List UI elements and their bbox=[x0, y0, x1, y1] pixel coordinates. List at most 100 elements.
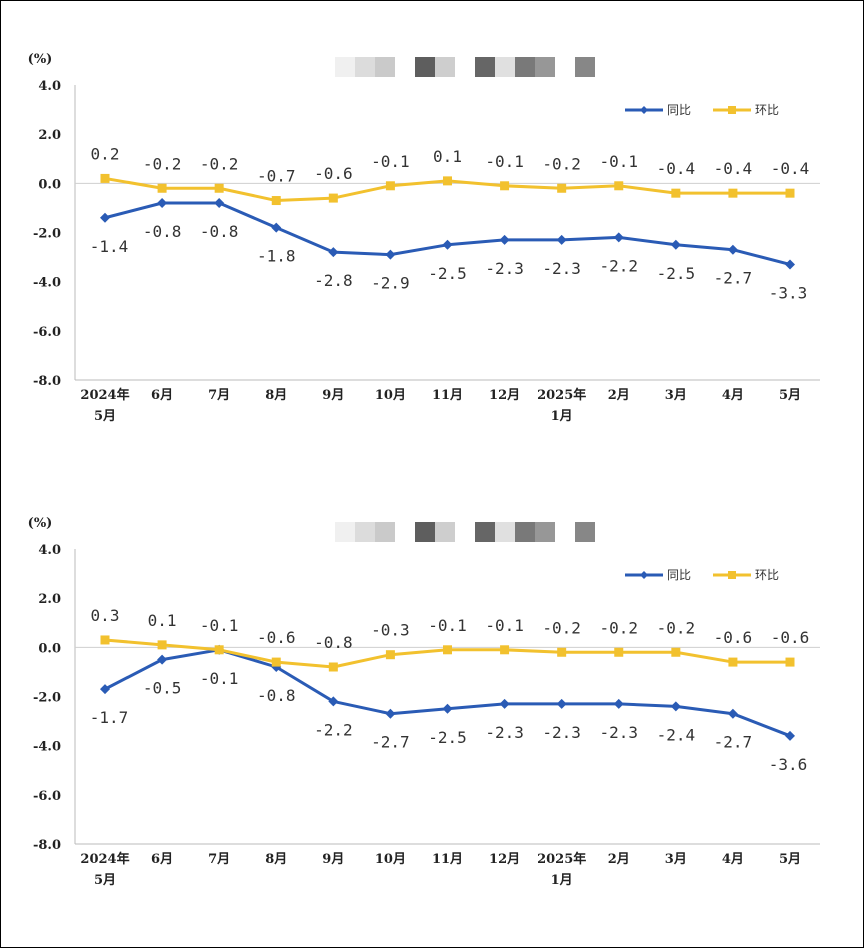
data-label-同比: -2.5 bbox=[428, 264, 467, 283]
data-point-环比 bbox=[557, 647, 567, 657]
data-point-环比 bbox=[328, 662, 338, 672]
legend-marker-同比 bbox=[640, 106, 648, 114]
y-tick-label: 0.0 bbox=[38, 641, 61, 656]
obscured-title-block bbox=[495, 522, 515, 542]
y-tick-label: 0.0 bbox=[38, 177, 61, 192]
data-label-同比: -3.6 bbox=[769, 755, 808, 774]
data-label-同比: -0.5 bbox=[143, 679, 182, 698]
data-point-环比 bbox=[100, 635, 110, 645]
x-tick-label: 6月 bbox=[151, 388, 173, 403]
data-label-环比: -0.1 bbox=[428, 616, 467, 635]
legend-marker-环比 bbox=[728, 571, 736, 579]
x-tick-label: 2月 bbox=[608, 388, 630, 403]
data-point-环比 bbox=[614, 647, 624, 657]
x-tick-label-line: 7月 bbox=[208, 388, 230, 403]
x-tick-label-line: 4月 bbox=[722, 852, 744, 867]
data-label-环比: -0.2 bbox=[599, 618, 638, 637]
x-tick-label: 10月 bbox=[375, 388, 406, 403]
x-tick-label-line: 12月 bbox=[489, 388, 520, 403]
data-point-同比 bbox=[100, 212, 110, 223]
data-point-环比 bbox=[385, 181, 395, 191]
x-tick-label-line: 8月 bbox=[265, 852, 287, 867]
x-tick-label-line: 1月 bbox=[551, 873, 573, 888]
data-label-环比: -0.1 bbox=[485, 152, 524, 171]
obscured-title-block bbox=[435, 522, 455, 542]
series-line-同比 bbox=[104, 648, 791, 738]
data-label-环比: -0.6 bbox=[314, 164, 353, 183]
obscured-title-block bbox=[355, 522, 375, 542]
obscured-title-block bbox=[515, 522, 535, 542]
obscured-title-block bbox=[415, 57, 435, 77]
y-tick-label: 4.0 bbox=[38, 79, 61, 94]
data-point-同比 bbox=[385, 249, 396, 260]
x-tick-label: 3月 bbox=[665, 852, 687, 867]
y-tick-label: -8.0 bbox=[33, 838, 61, 853]
obscured-title-block bbox=[515, 57, 535, 77]
data-point-环比 bbox=[157, 183, 167, 193]
data-label-环比: 0.1 bbox=[433, 147, 462, 166]
data-label-环比: -0.6 bbox=[714, 628, 753, 647]
data-point-环比 bbox=[271, 196, 281, 206]
x-tick-label-line: 10月 bbox=[375, 852, 406, 867]
y-tick-label: -2.0 bbox=[33, 691, 61, 706]
x-tick-label: 8月 bbox=[265, 388, 287, 403]
data-label-同比: -2.4 bbox=[657, 725, 696, 744]
data-label-环比: -0.8 bbox=[314, 633, 353, 652]
legend-label-环比: 环比 bbox=[755, 103, 779, 117]
x-tick-label: 3月 bbox=[665, 388, 687, 403]
obscured-title bbox=[335, 522, 595, 542]
data-label-同比: -0.8 bbox=[143, 222, 182, 241]
data-point-同比 bbox=[157, 654, 168, 665]
data-label-环比: -0.2 bbox=[657, 618, 696, 637]
data-label-同比: -2.7 bbox=[714, 269, 753, 288]
x-tick-label: 12月 bbox=[489, 388, 520, 403]
data-label-同比: -2.2 bbox=[314, 720, 353, 739]
x-tick-label-line: 5月 bbox=[779, 852, 801, 867]
data-point-同比 bbox=[499, 234, 510, 245]
data-label-同比: -2.7 bbox=[371, 733, 410, 752]
obscured-title-block bbox=[395, 522, 415, 542]
data-label-环比: -0.1 bbox=[485, 616, 524, 635]
x-tick-label-line: 4月 bbox=[722, 388, 744, 403]
y-tick-label: -4.0 bbox=[33, 276, 61, 291]
data-point-同比 bbox=[214, 198, 225, 208]
y-tick-label: -6.0 bbox=[33, 789, 61, 804]
x-tick-label: 4月 bbox=[722, 388, 744, 403]
x-tick-label-line: 5月 bbox=[94, 409, 116, 424]
data-point-同比 bbox=[556, 698, 567, 709]
obscured-title-block bbox=[455, 522, 475, 542]
y-tick-label: -6.0 bbox=[33, 325, 61, 340]
x-tick-label: 7月 bbox=[208, 852, 230, 867]
data-label-同比: -2.8 bbox=[314, 271, 353, 290]
data-point-同比 bbox=[727, 244, 738, 255]
data-point-同比 bbox=[100, 684, 110, 695]
data-point-环比 bbox=[443, 176, 452, 186]
x-tick-label-line: 2025年 bbox=[537, 387, 586, 403]
data-label-同比: -3.3 bbox=[769, 283, 808, 302]
x-tick-label-line: 3月 bbox=[665, 388, 687, 403]
x-tick-label-line: 2月 bbox=[608, 388, 630, 403]
x-tick-label: 5月 bbox=[779, 388, 801, 403]
obscured-title-block bbox=[415, 522, 435, 542]
x-tick-label: 9月 bbox=[322, 388, 344, 403]
data-point-环比 bbox=[443, 645, 452, 655]
y-unit-label: (%) bbox=[28, 52, 53, 67]
y-tick-label: -8.0 bbox=[33, 374, 61, 389]
data-label-环比: -0.4 bbox=[714, 159, 753, 178]
data-point-环比 bbox=[557, 183, 567, 193]
x-tick-label: 2月 bbox=[608, 852, 630, 867]
obscured-title-block bbox=[335, 57, 355, 77]
data-point-环比 bbox=[271, 657, 281, 667]
x-tick-label-line: 8月 bbox=[265, 388, 287, 403]
x-tick-label-line: 7月 bbox=[208, 852, 230, 867]
data-label-环比: 0.1 bbox=[148, 611, 177, 630]
data-label-同比: -2.5 bbox=[657, 264, 696, 283]
legend-marker-同比 bbox=[640, 571, 648, 579]
data-label-同比: -2.2 bbox=[599, 256, 638, 275]
data-point-环比 bbox=[671, 188, 681, 198]
x-tick-label: 4月 bbox=[722, 852, 744, 867]
data-label-环比: -0.4 bbox=[657, 159, 696, 178]
obscured-title-block bbox=[535, 57, 555, 77]
data-label-同比: -2.3 bbox=[542, 259, 581, 278]
x-tick-label: 11月 bbox=[432, 852, 463, 867]
